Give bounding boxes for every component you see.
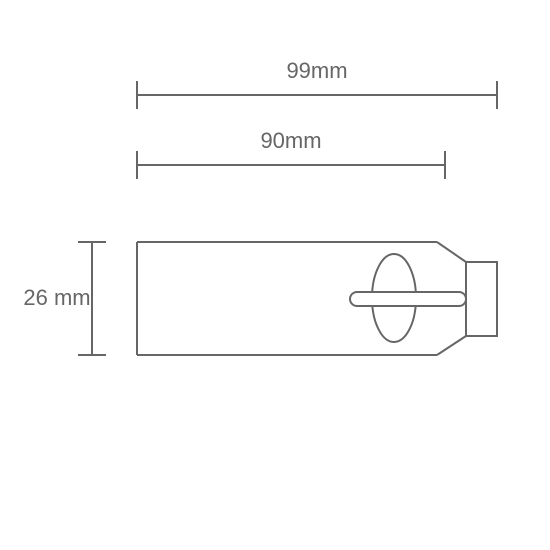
- dimension-diagram: 99mm 90mm 26 mm: [0, 0, 550, 550]
- dim-label-top: 99mm: [286, 58, 347, 83]
- part-bar: [350, 292, 466, 306]
- dim-label-mid: 90mm: [260, 128, 321, 153]
- dim-label-height: 26 mm: [23, 285, 90, 310]
- part-cap: [466, 262, 497, 336]
